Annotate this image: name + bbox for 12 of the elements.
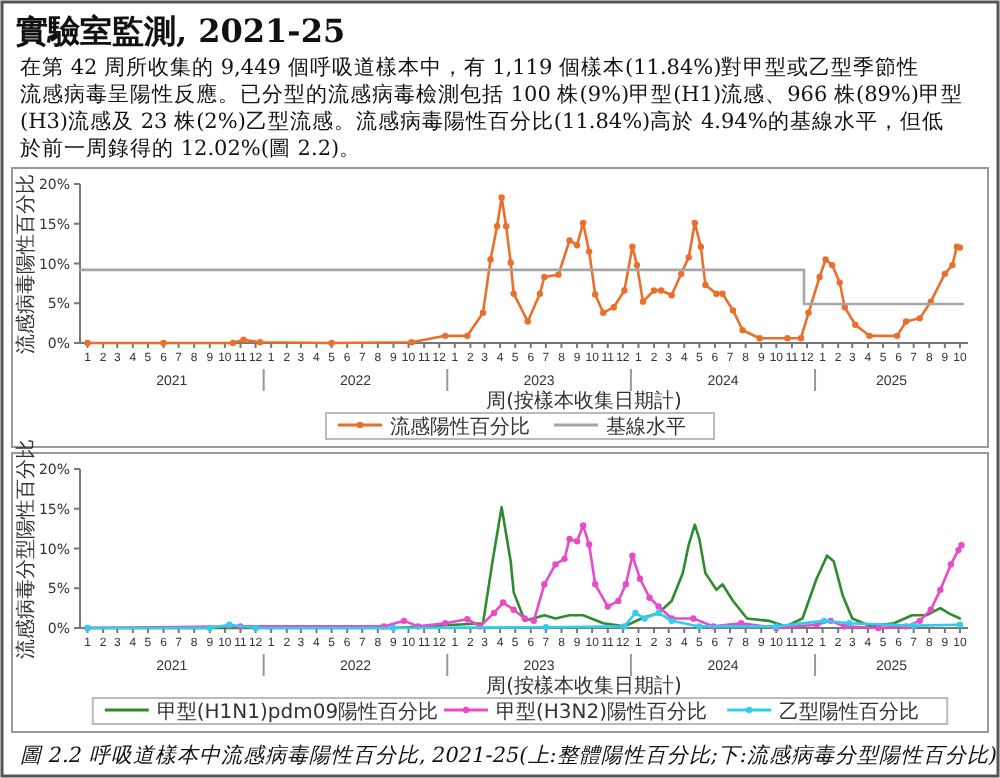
- legend-label: 基線水平: [606, 415, 686, 439]
- legend-label: 乙型陽性百分比: [779, 700, 920, 724]
- legend-label: 甲型(H3N2)陽性百分比: [496, 700, 708, 724]
- y-axis-title: 流感病毒陽性百分比: [14, 173, 38, 354]
- x-axis-title: 周(按樣本收集日期計): [486, 389, 682, 413]
- text: 實驗室監測, 2021-25: [16, 12, 346, 50]
- y-axis-title: 流感病毒分型陽性百分比: [14, 438, 38, 659]
- caption: 圖 2.2 呼吸道樣本中流感病毒陽性百分比, 2021-25(上:整體陽性百分比;下:流感病毒分型陽性百分比): [20, 744, 997, 768]
- x-axis-title: 周(按樣本收集日期計): [486, 674, 682, 698]
- text: 在第 42 周所收集的 9,449 個呼吸道樣本中，有 1,119 個樣本(11.84%)對甲型或乙型季節性流感病毒呈陽性反應。已分型的流感病毒檢測包括 100 株(9%)甲型(H1)流感、966 株(89%)甲型(H3)流感及 23 株(2%)乙型流感。流感病毒陽性百分比(11.84%)高於 4.94%的基線水平，但低於前一周錄得的 12.02%(圖 2.2)。: [20, 54, 964, 161]
- legend-label: 甲型(H1N1)pdm09陽性百分比: [156, 700, 439, 724]
- legend-label: 流感陽性百分比: [390, 415, 530, 439]
